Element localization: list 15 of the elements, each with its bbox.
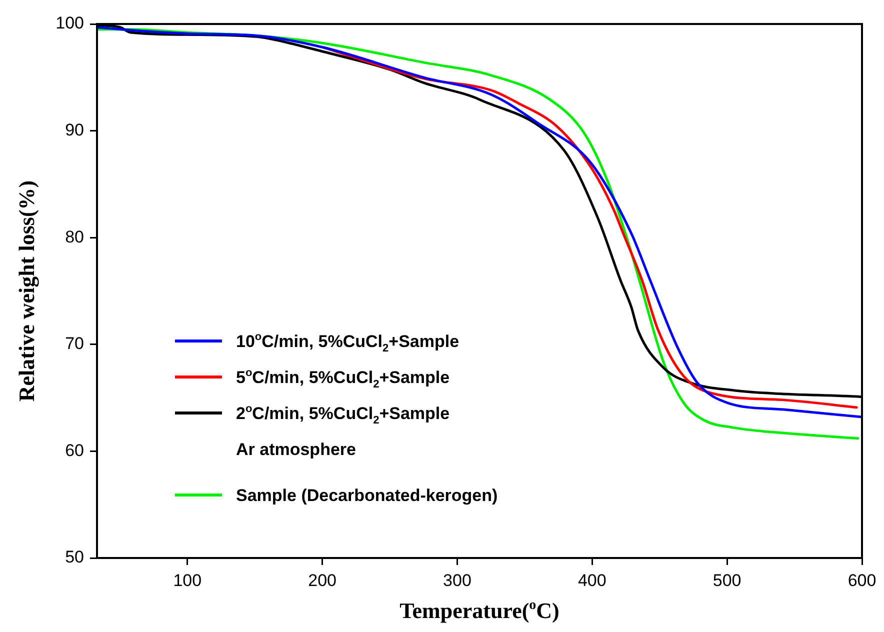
x-tick-label: 300 — [443, 570, 472, 590]
x-tick-label: 400 — [578, 570, 606, 590]
y-tick-label: 70 — [65, 334, 84, 354]
x-tick-label: 200 — [308, 570, 337, 590]
y-tick-label: 100 — [56, 14, 84, 33]
x-tick-label: 600 — [848, 570, 876, 590]
y-tick-label: 80 — [65, 227, 84, 246]
y-axis-title: Relative weight loss(%) — [14, 180, 39, 402]
y-tick-label: 60 — [65, 440, 84, 460]
x-tick-label: 100 — [173, 570, 202, 590]
x-tick-label: 500 — [712, 570, 742, 590]
y-tick-label: 50 — [65, 548, 84, 567]
legend-label: Sample (Decarbonated-kerogen) — [236, 486, 498, 505]
y-tick-label: 90 — [65, 120, 84, 140]
annotation: Ar atmosphere — [236, 440, 356, 459]
